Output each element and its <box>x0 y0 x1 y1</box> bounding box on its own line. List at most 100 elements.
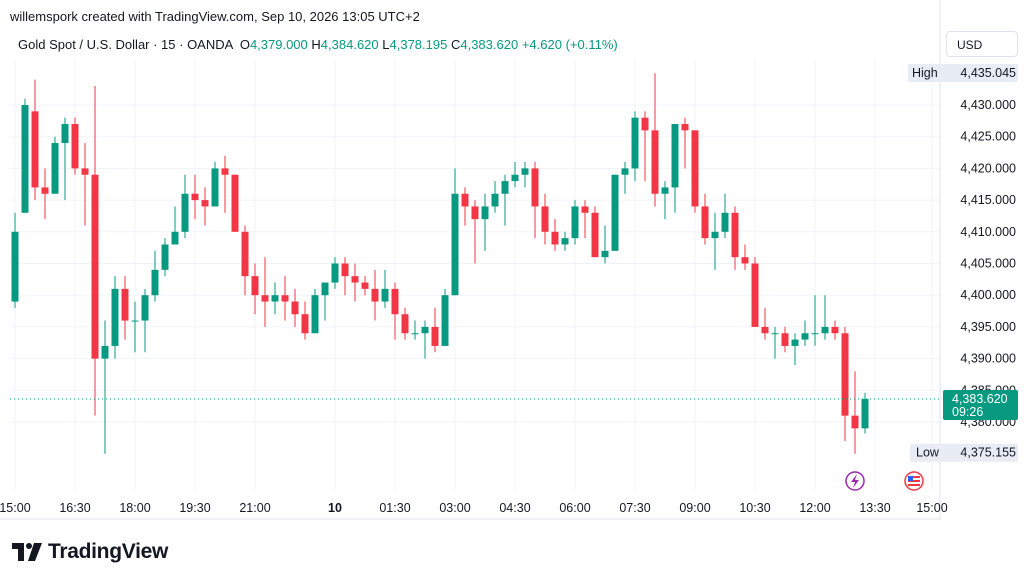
candle-body <box>91 174 99 359</box>
candle-body <box>141 295 149 321</box>
price-tick-label: 4,410.000 <box>960 225 1016 239</box>
candle-body <box>81 168 89 175</box>
time-tick-label: 07:30 <box>619 501 650 515</box>
price-tick-label: 4,405.000 <box>960 257 1016 271</box>
candle-body <box>591 212 599 258</box>
time-tick-label: 04:30 <box>499 501 530 515</box>
currency-button[interactable]: USD <box>946 31 1018 57</box>
symbol-name[interactable]: Gold Spot / U.S. Dollar · 15 · OANDA <box>18 37 233 52</box>
high-value: 4,384.620 <box>320 37 379 52</box>
candles <box>10 73 940 454</box>
candle-body <box>521 168 529 175</box>
candle-body <box>791 339 799 346</box>
time-tick-label: 10 <box>328 501 342 515</box>
bar-countdown: 09:26 <box>952 405 983 419</box>
candle-body <box>121 288 129 321</box>
high-badge <box>908 64 1018 83</box>
price-tick-label: 4,415.000 <box>960 193 1016 207</box>
candle-body <box>491 193 499 207</box>
candle-body <box>561 238 569 245</box>
candle-body <box>301 314 309 334</box>
candle-body <box>741 257 749 264</box>
candle-body <box>351 276 359 283</box>
candle-body <box>841 333 849 416</box>
time-axis[interactable]: 15:00 16:30 18:00 19:30 21:00 10 01:30 03:00 04:… <box>0 501 948 515</box>
candle-body <box>441 295 449 346</box>
candle-body <box>181 193 189 232</box>
event-markers <box>845 471 924 491</box>
candle-body <box>51 143 59 194</box>
candle-body <box>701 206 709 239</box>
candle-body <box>831 326 839 334</box>
candle-body <box>201 200 209 207</box>
candle-body <box>381 288 389 302</box>
candle-body <box>31 111 39 188</box>
time-tick-label: 09:00 <box>679 501 710 515</box>
candle-body <box>101 345 109 359</box>
candle-body <box>311 295 319 334</box>
candle-body <box>261 295 269 302</box>
candle-body <box>471 206 479 220</box>
candle-body <box>761 326 769 334</box>
high-label: High <box>912 66 938 80</box>
candle-body <box>511 174 519 182</box>
high-label: H <box>311 37 321 52</box>
low-label: Low <box>916 446 940 460</box>
candle-body <box>481 206 489 220</box>
candle-body <box>341 263 349 277</box>
candle-body <box>571 206 579 239</box>
time-tick-label: 21:00 <box>239 501 270 515</box>
price-axis[interactable]: 4,430.000 4,425.000 4,420.000 4,415.000 4,41… <box>908 64 1018 462</box>
candle-body <box>71 124 79 169</box>
low-value: 4,378.195 <box>389 37 448 52</box>
time-tick-label: 18:00 <box>119 501 150 515</box>
candle-body <box>111 288 119 346</box>
candle-body <box>821 326 829 334</box>
candle-body <box>781 333 789 346</box>
candle-body <box>131 320 139 322</box>
candle-body <box>851 415 859 429</box>
tradingview-logo[interactable]: TradingView <box>12 540 168 564</box>
candle-body <box>331 263 339 283</box>
candle-body <box>291 301 299 315</box>
lightning-bolt-icon <box>851 474 859 488</box>
candle-body <box>501 181 509 194</box>
time-tick-label: 03:00 <box>439 501 470 515</box>
candle-body <box>171 231 179 245</box>
candle-body <box>671 124 679 188</box>
last-price-badge <box>943 390 1018 421</box>
chart-credit: willemspork created with TradingView.com… <box>10 9 420 24</box>
candle-body <box>611 174 619 251</box>
open-value: 4,379.000 <box>249 37 308 52</box>
candle-body <box>711 231 719 239</box>
us-flag-canton-icon <box>908 476 913 481</box>
close-label: C <box>450 37 461 52</box>
candle-body <box>601 250 609 258</box>
open-label: O <box>239 37 250 52</box>
candle-body <box>61 124 69 144</box>
time-tick-label: 01:30 <box>379 501 410 515</box>
candle-body <box>651 130 659 194</box>
low-label: L <box>382 37 390 52</box>
candle-body <box>271 295 279 302</box>
candle-body <box>221 168 229 175</box>
price-tick-label: 4,430.000 <box>960 98 1016 112</box>
grid-lines <box>0 0 941 520</box>
last-price-value: 4,383.620 <box>952 392 1008 406</box>
candle-body <box>861 399 869 429</box>
candle-body <box>421 326 429 334</box>
low-badge <box>910 443 1018 462</box>
price-tick-label: 4,395.000 <box>960 320 1016 334</box>
candle-body <box>161 244 169 270</box>
candle-body <box>11 231 19 302</box>
candle-body <box>691 130 699 207</box>
tv-logo-icon <box>12 543 42 561</box>
candle-body <box>361 282 369 289</box>
candle-body <box>551 231 559 245</box>
time-tick-label: 06:00 <box>559 501 590 515</box>
candle-body <box>241 231 249 277</box>
candle-body <box>321 282 329 296</box>
time-tick-label: 16:30 <box>59 501 90 515</box>
candle-body <box>461 193 469 207</box>
